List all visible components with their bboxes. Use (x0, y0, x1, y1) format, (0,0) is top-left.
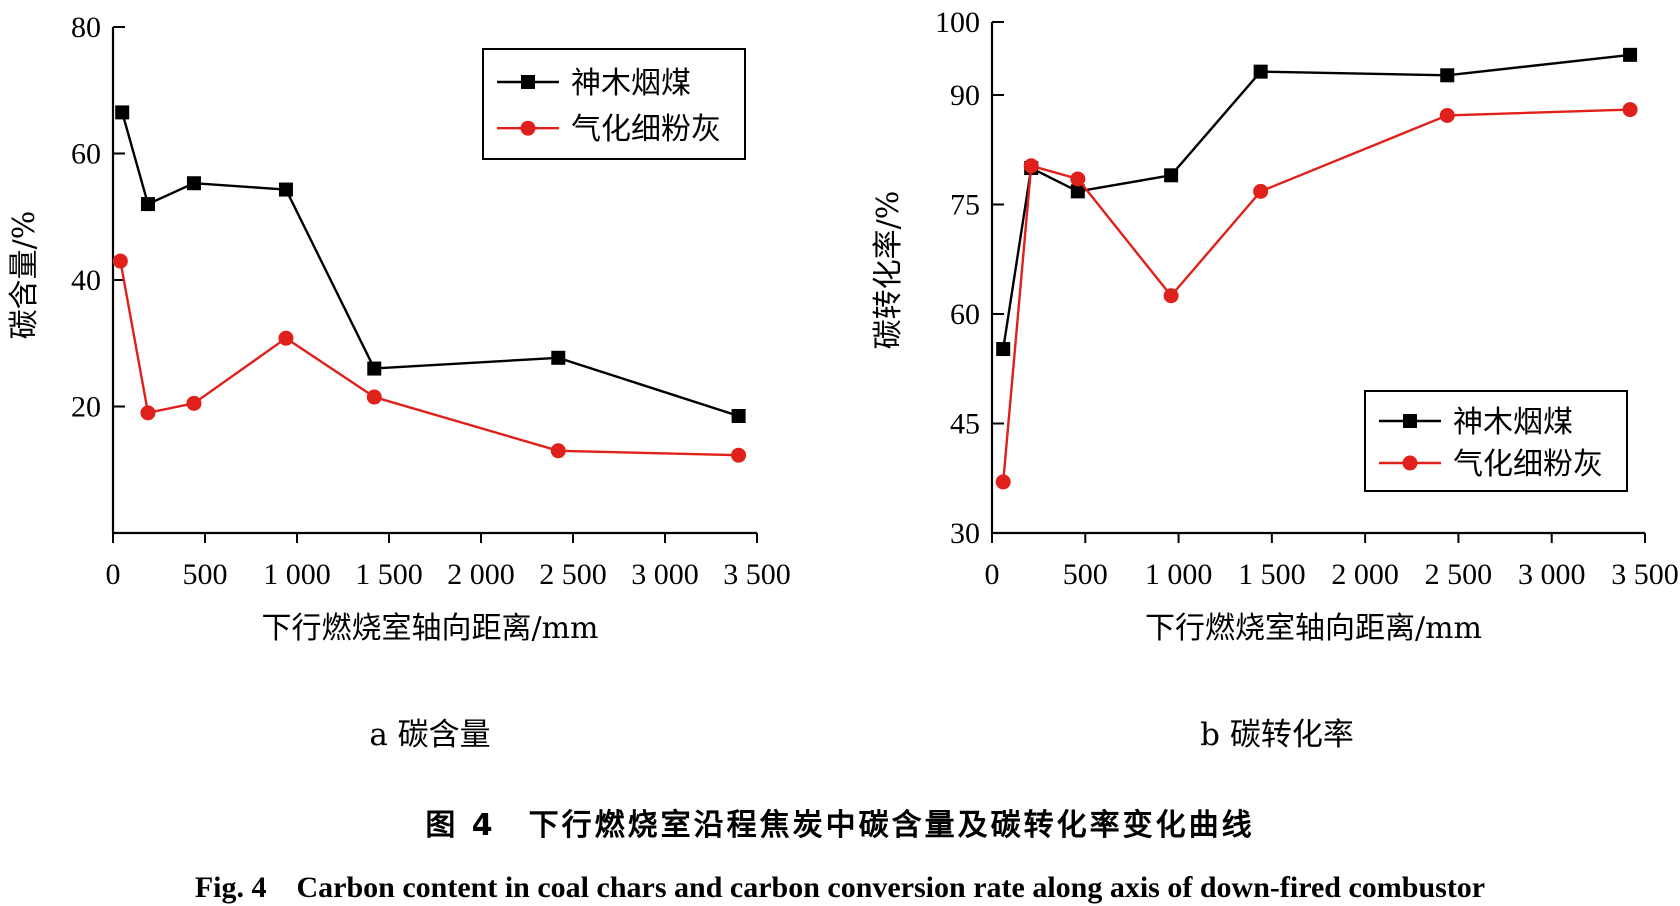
x-tick-label: 2 000 (1331, 558, 1399, 591)
y-tick-label: 30 (950, 517, 980, 550)
x-tick-label: 2 500 (539, 558, 607, 591)
data-point-square (115, 105, 130, 120)
x-tick-label: 1 500 (1238, 558, 1306, 591)
legend-entry-label: 神木烟煤 (1453, 405, 1573, 440)
chart-panel-a: 0 500 1 000 1 500 2 000 2 500 3 000 3 500 20 40 60… (7, 11, 791, 753)
panel-label: a 碳含量 (369, 717, 490, 753)
figure-caption-chinese: 图 4 下行燃烧室沿程焦炭中碳含量及碳转化率变化曲线 (425, 808, 1255, 843)
x-axis-label: 下行燃烧室轴向距离/mm (261, 611, 598, 646)
data-point-circle (278, 330, 294, 346)
y-tick-label: 40 (71, 264, 101, 297)
data-point-square (186, 176, 201, 191)
data-point-circle (1163, 288, 1179, 304)
data-point-circle (1622, 102, 1638, 118)
data-point-circle (186, 395, 202, 411)
data-point-circle (112, 253, 128, 269)
legend-marker-circle (1402, 455, 1418, 471)
legend-marker-square (521, 75, 535, 89)
y-tick-label: 90 (950, 79, 980, 112)
legend-marker-circle (520, 120, 536, 136)
data-point-circle (550, 443, 566, 459)
data-point-square (731, 408, 746, 423)
x-axis-label: 下行燃烧室轴向距离/mm (1145, 611, 1482, 646)
legend-entry-label: 气化细粉灰 (1453, 447, 1603, 482)
data-point-square (1623, 47, 1638, 62)
series-line-gasification-fine-ash (119, 260, 739, 457)
x-tick-label: 3 000 (631, 558, 699, 591)
data-point-square (1070, 184, 1085, 199)
y-tick-label: 20 (71, 391, 101, 424)
y-axis-label: 碳转化率/% (871, 191, 906, 350)
x-tick-label: 3 500 (1611, 558, 1679, 591)
y-tick-label: 100 (935, 6, 980, 39)
data-point-square (278, 182, 293, 197)
panel-label: b 碳转化率 (1200, 717, 1354, 753)
data-point-circle (1070, 171, 1086, 187)
data-point-circle (140, 405, 156, 421)
data-point-square (1440, 68, 1455, 83)
legend-box (1364, 390, 1628, 492)
x-tick-label: 500 (1063, 558, 1108, 591)
legend-marker-square (1403, 414, 1417, 428)
x-tick-label: 1 500 (355, 558, 423, 591)
data-point-square (140, 197, 155, 212)
data-point-square (551, 350, 566, 365)
y-tick-label: 60 (950, 298, 980, 331)
data-point-square (996, 342, 1011, 357)
x-tick-label: 0 (985, 558, 1000, 591)
data-point-square (367, 361, 382, 376)
x-tick-label: 1 000 (263, 558, 331, 591)
data-point-circle (1439, 107, 1455, 123)
chart-panel-b: 0 500 1 000 1 500 2 000 2 500 3 000 3 500 30 45 60… (871, 6, 1679, 753)
y-axis-label: 碳含量/% (7, 211, 42, 340)
legend-box (482, 48, 746, 160)
data-point-circle (995, 474, 1011, 490)
x-tick-label: 500 (183, 558, 228, 591)
y-tick-label: 80 (71, 11, 101, 44)
y-tick-label: 45 (950, 408, 980, 441)
figure-caption-english: Fig. 4 Carbon content in coal chars and … (194, 871, 1486, 904)
x-tick-label: 2 500 (1425, 558, 1493, 591)
y-tick-label: 60 (71, 138, 101, 171)
x-tick-label: 3 500 (723, 558, 791, 591)
y-tick-label: 75 (950, 189, 980, 222)
data-point-square (1164, 168, 1179, 183)
data-point-circle (1023, 158, 1039, 174)
data-point-circle (731, 447, 747, 463)
data-point-circle (1253, 183, 1269, 199)
legend-entry-label: 气化细粉灰 (571, 112, 721, 147)
x-tick-label: 3 000 (1518, 558, 1586, 591)
x-tick-label: 0 (106, 558, 121, 591)
x-tick-label: 2 000 (447, 558, 515, 591)
legend-entry-label: 神木烟煤 (571, 66, 691, 101)
x-tick-label: 1 000 (1145, 558, 1213, 591)
data-point-circle (366, 389, 382, 405)
data-point-square (1253, 64, 1268, 79)
